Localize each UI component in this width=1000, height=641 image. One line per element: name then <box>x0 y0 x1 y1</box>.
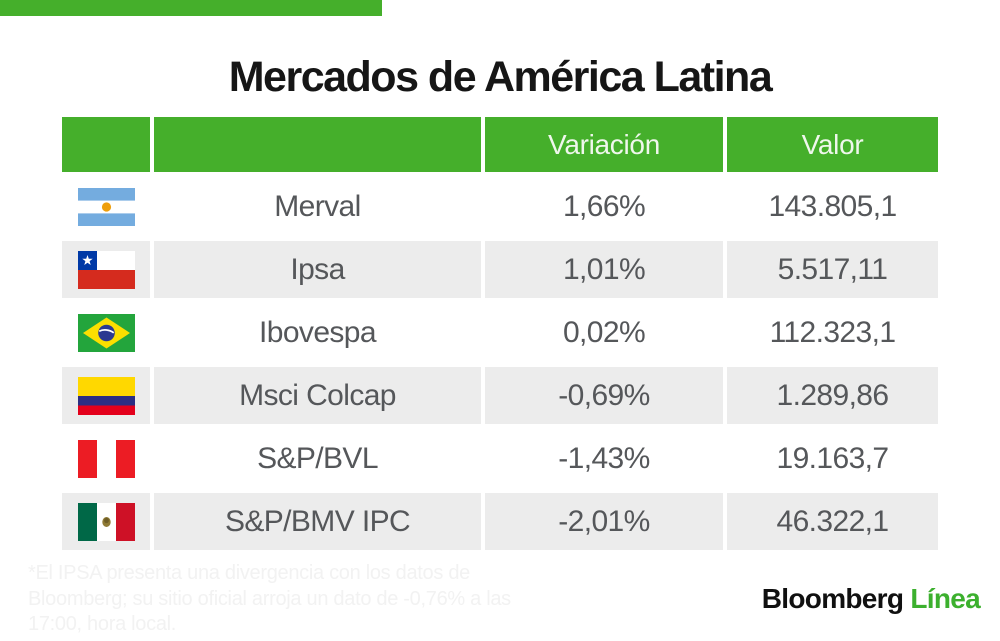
index-name: S&P/BMV IPC <box>154 493 481 550</box>
colombia-flag-icon <box>77 376 135 415</box>
index-variation: -1,43% <box>485 430 723 487</box>
index-name: S&P/BVL <box>154 430 481 487</box>
argentina-flag-icon <box>77 187 135 226</box>
index-variation: 1,01% <box>485 241 723 298</box>
bloomberg-linea-logo: Bloomberg Línea <box>761 583 981 615</box>
header-flag-column <box>62 117 150 172</box>
footnote: *El IPSA presenta una divergencia con lo… <box>28 561 568 638</box>
footnote-line: 17:00, hora local. <box>28 613 177 636</box>
index-value: 5.517,11 <box>727 241 938 298</box>
index-name: Ipsa <box>154 241 481 298</box>
header-variation: Variación <box>485 117 723 172</box>
index-variation: -2,01% <box>485 493 723 550</box>
index-name: Merval <box>154 178 481 235</box>
footnote-line: *El IPSA presenta una divergencia con lo… <box>28 562 470 584</box>
index-value: 112.323,1 <box>727 304 938 361</box>
table-row-flag-cell <box>62 367 150 424</box>
logo-bloomberg: Bloomberg <box>761 583 904 614</box>
table-row-flag-cell <box>62 493 150 550</box>
peru-flag-icon <box>77 439 135 478</box>
index-value: 46.322,1 <box>727 493 938 550</box>
table-row-flag-cell <box>62 304 150 361</box>
brand-accent-bar <box>0 0 382 16</box>
index-value: 19.163,7 <box>727 430 938 487</box>
index-variation: -0,69% <box>485 367 723 424</box>
index-variation: 1,66% <box>485 178 723 235</box>
footnote-line: Bloomberg; su sitio oficial arroja un da… <box>28 587 511 610</box>
brazil-flag-icon <box>77 313 135 352</box>
header-valor: Valor <box>727 117 938 172</box>
page-title: Mercados de América Latina <box>228 52 773 101</box>
markets-table: Variación Valor Merval 1,66% 143.805,1 I… <box>62 117 938 550</box>
table-row-flag-cell <box>62 430 150 487</box>
index-value: 143.805,1 <box>727 178 938 235</box>
table-row-flag-cell <box>62 178 150 235</box>
header-index-column <box>154 117 481 172</box>
index-variation: 0,02% <box>485 304 723 361</box>
index-value: 1.289,86 <box>727 367 938 424</box>
mexico-flag-icon <box>77 502 135 541</box>
table-row-flag-cell <box>62 241 150 298</box>
index-name: Msci Colcap <box>154 367 481 424</box>
chile-flag-icon <box>77 250 135 289</box>
index-name: Ibovespa <box>154 304 481 361</box>
logo-linea: Línea <box>910 583 980 614</box>
